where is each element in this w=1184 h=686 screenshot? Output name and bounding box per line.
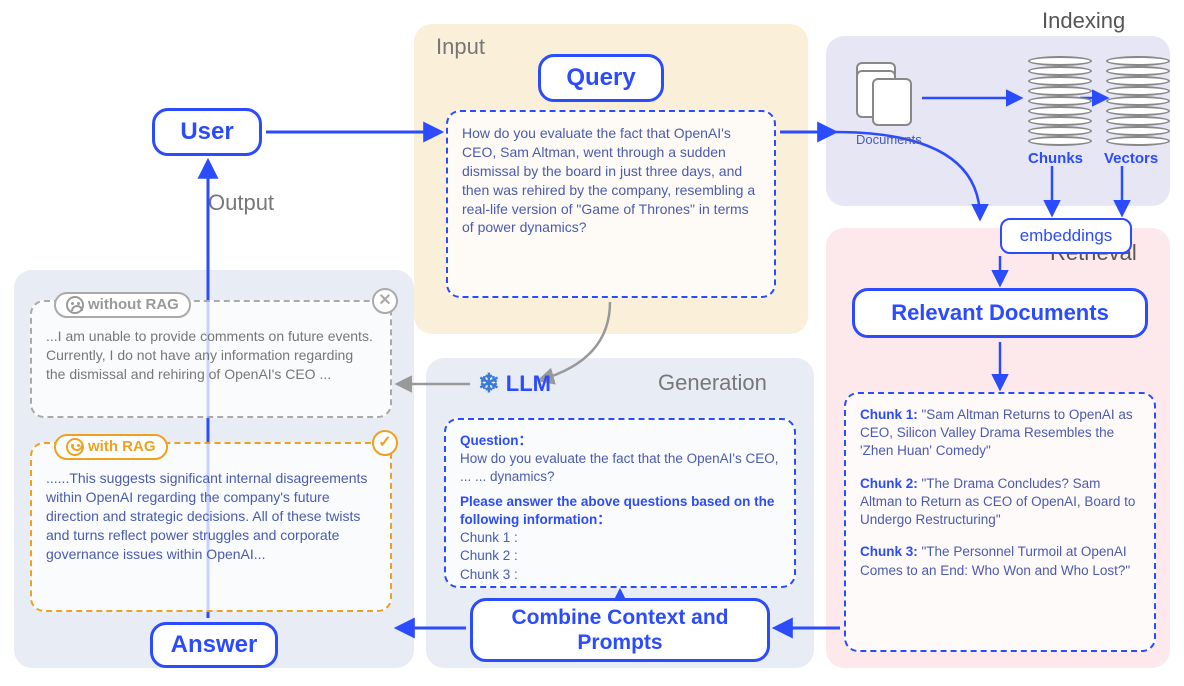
sad-face-icon: [66, 296, 84, 314]
combine-node: Combine Context and Prompts: [470, 598, 770, 662]
chunks-box: Chunk 1: "Sam Altman Returns to OpenAI a…: [844, 392, 1156, 652]
indexing-label: Indexing: [1042, 8, 1125, 34]
query-text-box: How do you evaluate the fact that OpenAI…: [446, 110, 776, 298]
generation-prompt-box: Question： How do you evaluate the fact t…: [444, 418, 796, 588]
output-label: Output: [208, 190, 274, 216]
chunk-1: Chunk 1: "Sam Altman Returns to OpenAI a…: [860, 406, 1140, 461]
x-icon: ✕: [372, 288, 398, 314]
user-node: User: [152, 108, 262, 156]
documents-label: Documents: [856, 132, 922, 147]
llm-node: ❄ LLM: [478, 368, 551, 399]
without-rag-tag: without RAG: [54, 292, 191, 318]
answer-node: Answer: [150, 622, 278, 668]
input-label: Input: [436, 34, 485, 60]
relevant-docs-node: Relevant Documents: [852, 288, 1148, 338]
chunk-2: Chunk 2: "The Drama Concludes? Sam Altma…: [860, 475, 1140, 530]
query-node: Query: [538, 54, 664, 102]
snowflake-icon: ❄: [478, 368, 500, 399]
with-rag-tag: with RAG: [54, 434, 168, 460]
vectors-label: Vectors: [1104, 150, 1158, 167]
happy-face-icon: [66, 438, 84, 456]
with-rag-box: with RAG ✓ ......This suggests significa…: [30, 442, 392, 612]
without-rag-box: without RAG ✕ ...I am unable to provide …: [30, 300, 392, 418]
chunks-label: Chunks: [1028, 150, 1083, 167]
embeddings-node: embeddings: [1000, 218, 1132, 254]
chunk-3: Chunk 3: "The Personnel Turmoil at OpenA…: [860, 543, 1140, 579]
generation-label: Generation: [658, 370, 767, 396]
check-icon: ✓: [372, 430, 398, 456]
